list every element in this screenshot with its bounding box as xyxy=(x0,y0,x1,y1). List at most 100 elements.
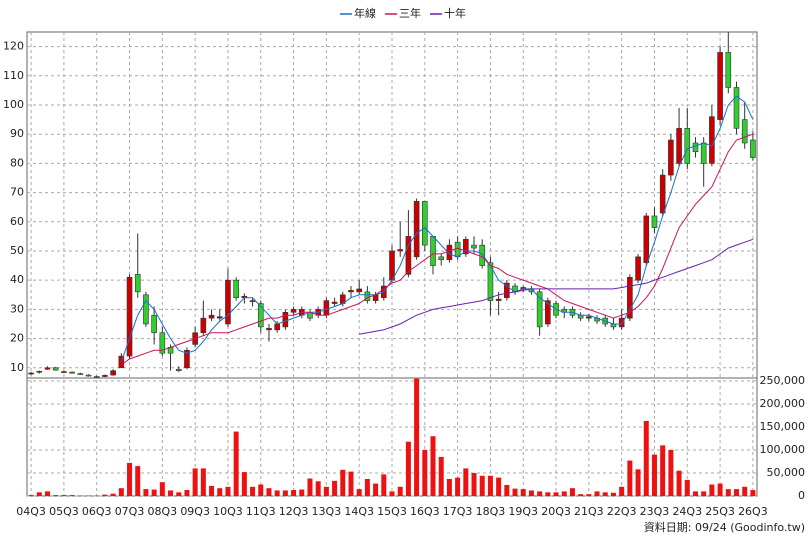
candle-body xyxy=(102,375,108,377)
volume-bar xyxy=(110,493,116,496)
candle-body xyxy=(36,370,43,373)
candle-body xyxy=(159,332,166,354)
volume-bar xyxy=(28,495,34,496)
candle-body xyxy=(389,250,395,281)
candle-body xyxy=(700,142,707,164)
x-tick-label: 08Q3 xyxy=(148,505,178,518)
volume-bar xyxy=(455,477,461,496)
volume-bar xyxy=(684,479,690,496)
volume-bar xyxy=(102,494,108,496)
volume-bar xyxy=(159,482,165,496)
candle-body xyxy=(405,236,412,275)
candle-body xyxy=(61,371,67,373)
candle-body xyxy=(413,201,420,258)
candle-body xyxy=(676,128,682,164)
x-tick-label: 18Q3 xyxy=(476,505,506,518)
candle-body xyxy=(323,300,330,316)
ma-line xyxy=(121,133,754,366)
y-tick-label: 90 xyxy=(10,127,24,140)
volume-bar xyxy=(635,469,641,496)
candle-body xyxy=(126,276,133,357)
y-tick-label: 60 xyxy=(10,215,24,228)
candle-body xyxy=(692,142,699,153)
y-tick-label: 80 xyxy=(10,156,24,169)
x-tick-label: 15Q3 xyxy=(377,505,407,518)
volume-bar xyxy=(561,491,567,496)
candle-body xyxy=(733,87,740,129)
candle-body xyxy=(282,312,289,328)
volume-bar xyxy=(676,470,682,496)
candle-body xyxy=(274,323,280,331)
volume-bar xyxy=(250,486,256,496)
volume-bar xyxy=(594,491,600,496)
volume-bar xyxy=(127,462,133,496)
candle-body xyxy=(52,367,59,371)
volume-bar xyxy=(619,486,625,496)
volume-bar xyxy=(438,456,444,496)
candle-body xyxy=(495,298,502,301)
volume-bar xyxy=(627,460,633,496)
volume-bar xyxy=(266,488,272,496)
volume-bar xyxy=(233,431,239,496)
volume-bar xyxy=(397,486,403,496)
volume-bar xyxy=(537,491,543,496)
y-tick-label: 70 xyxy=(10,186,24,199)
candle-body xyxy=(208,314,215,319)
candle-body xyxy=(487,262,494,301)
volume-bar xyxy=(168,490,174,496)
x-tick-label: 21Q3 xyxy=(574,505,604,518)
candle-body xyxy=(118,355,125,369)
candle-body xyxy=(266,328,272,331)
volume-bar xyxy=(422,449,428,496)
x-tick-label: 17Q3 xyxy=(443,505,473,518)
candle-body xyxy=(93,376,100,378)
volume-bar xyxy=(586,494,592,496)
volume-bar xyxy=(332,480,338,496)
x-tick-label: 25Q3 xyxy=(705,505,735,518)
volume-bar xyxy=(118,488,124,496)
candle-body xyxy=(741,119,748,144)
volume-bar xyxy=(381,474,387,496)
volume-bar xyxy=(135,466,141,496)
candle-body xyxy=(454,241,461,258)
volume-bar xyxy=(282,490,288,496)
candle-body xyxy=(397,249,404,252)
candle-body xyxy=(184,349,190,369)
volume-bar xyxy=(578,494,584,496)
x-tick-label: 26Q3 xyxy=(738,505,768,518)
volume-bar xyxy=(733,489,739,496)
volume-bar xyxy=(446,478,452,496)
volume-bar xyxy=(668,449,674,496)
volume-bar xyxy=(528,490,534,496)
volume-bar xyxy=(701,491,707,496)
legend-label: 三年 xyxy=(399,6,421,20)
volume-bar xyxy=(463,468,469,496)
y2-tick-label: 250,000 xyxy=(760,374,806,387)
candle-body xyxy=(200,317,207,334)
y2-tick-label: 100,000 xyxy=(760,443,806,456)
volume-bar xyxy=(176,492,182,496)
candle-body xyxy=(463,239,469,255)
volume-bar xyxy=(504,484,510,496)
candle-body xyxy=(643,215,650,263)
volume-bar xyxy=(692,491,698,496)
volume-bar xyxy=(356,489,362,496)
x-tick-label: 07Q3 xyxy=(115,505,145,518)
volume-bar xyxy=(200,468,206,496)
candle-body xyxy=(430,236,436,266)
candle-body xyxy=(225,279,231,325)
candle-body xyxy=(28,372,34,375)
volume-bar xyxy=(373,483,379,496)
volume-bar xyxy=(471,472,477,496)
candle-body xyxy=(249,300,256,302)
volume-bar xyxy=(660,445,666,496)
y2-tick-label: 150,000 xyxy=(760,420,806,433)
volume-bar xyxy=(348,471,354,496)
volume-bar xyxy=(405,441,411,496)
x-tick-label: 13Q3 xyxy=(312,505,342,518)
volume-bar xyxy=(553,492,559,496)
y2-tick-label: 200,000 xyxy=(760,397,806,410)
volume-bar xyxy=(151,489,157,496)
candle-body xyxy=(635,256,641,281)
